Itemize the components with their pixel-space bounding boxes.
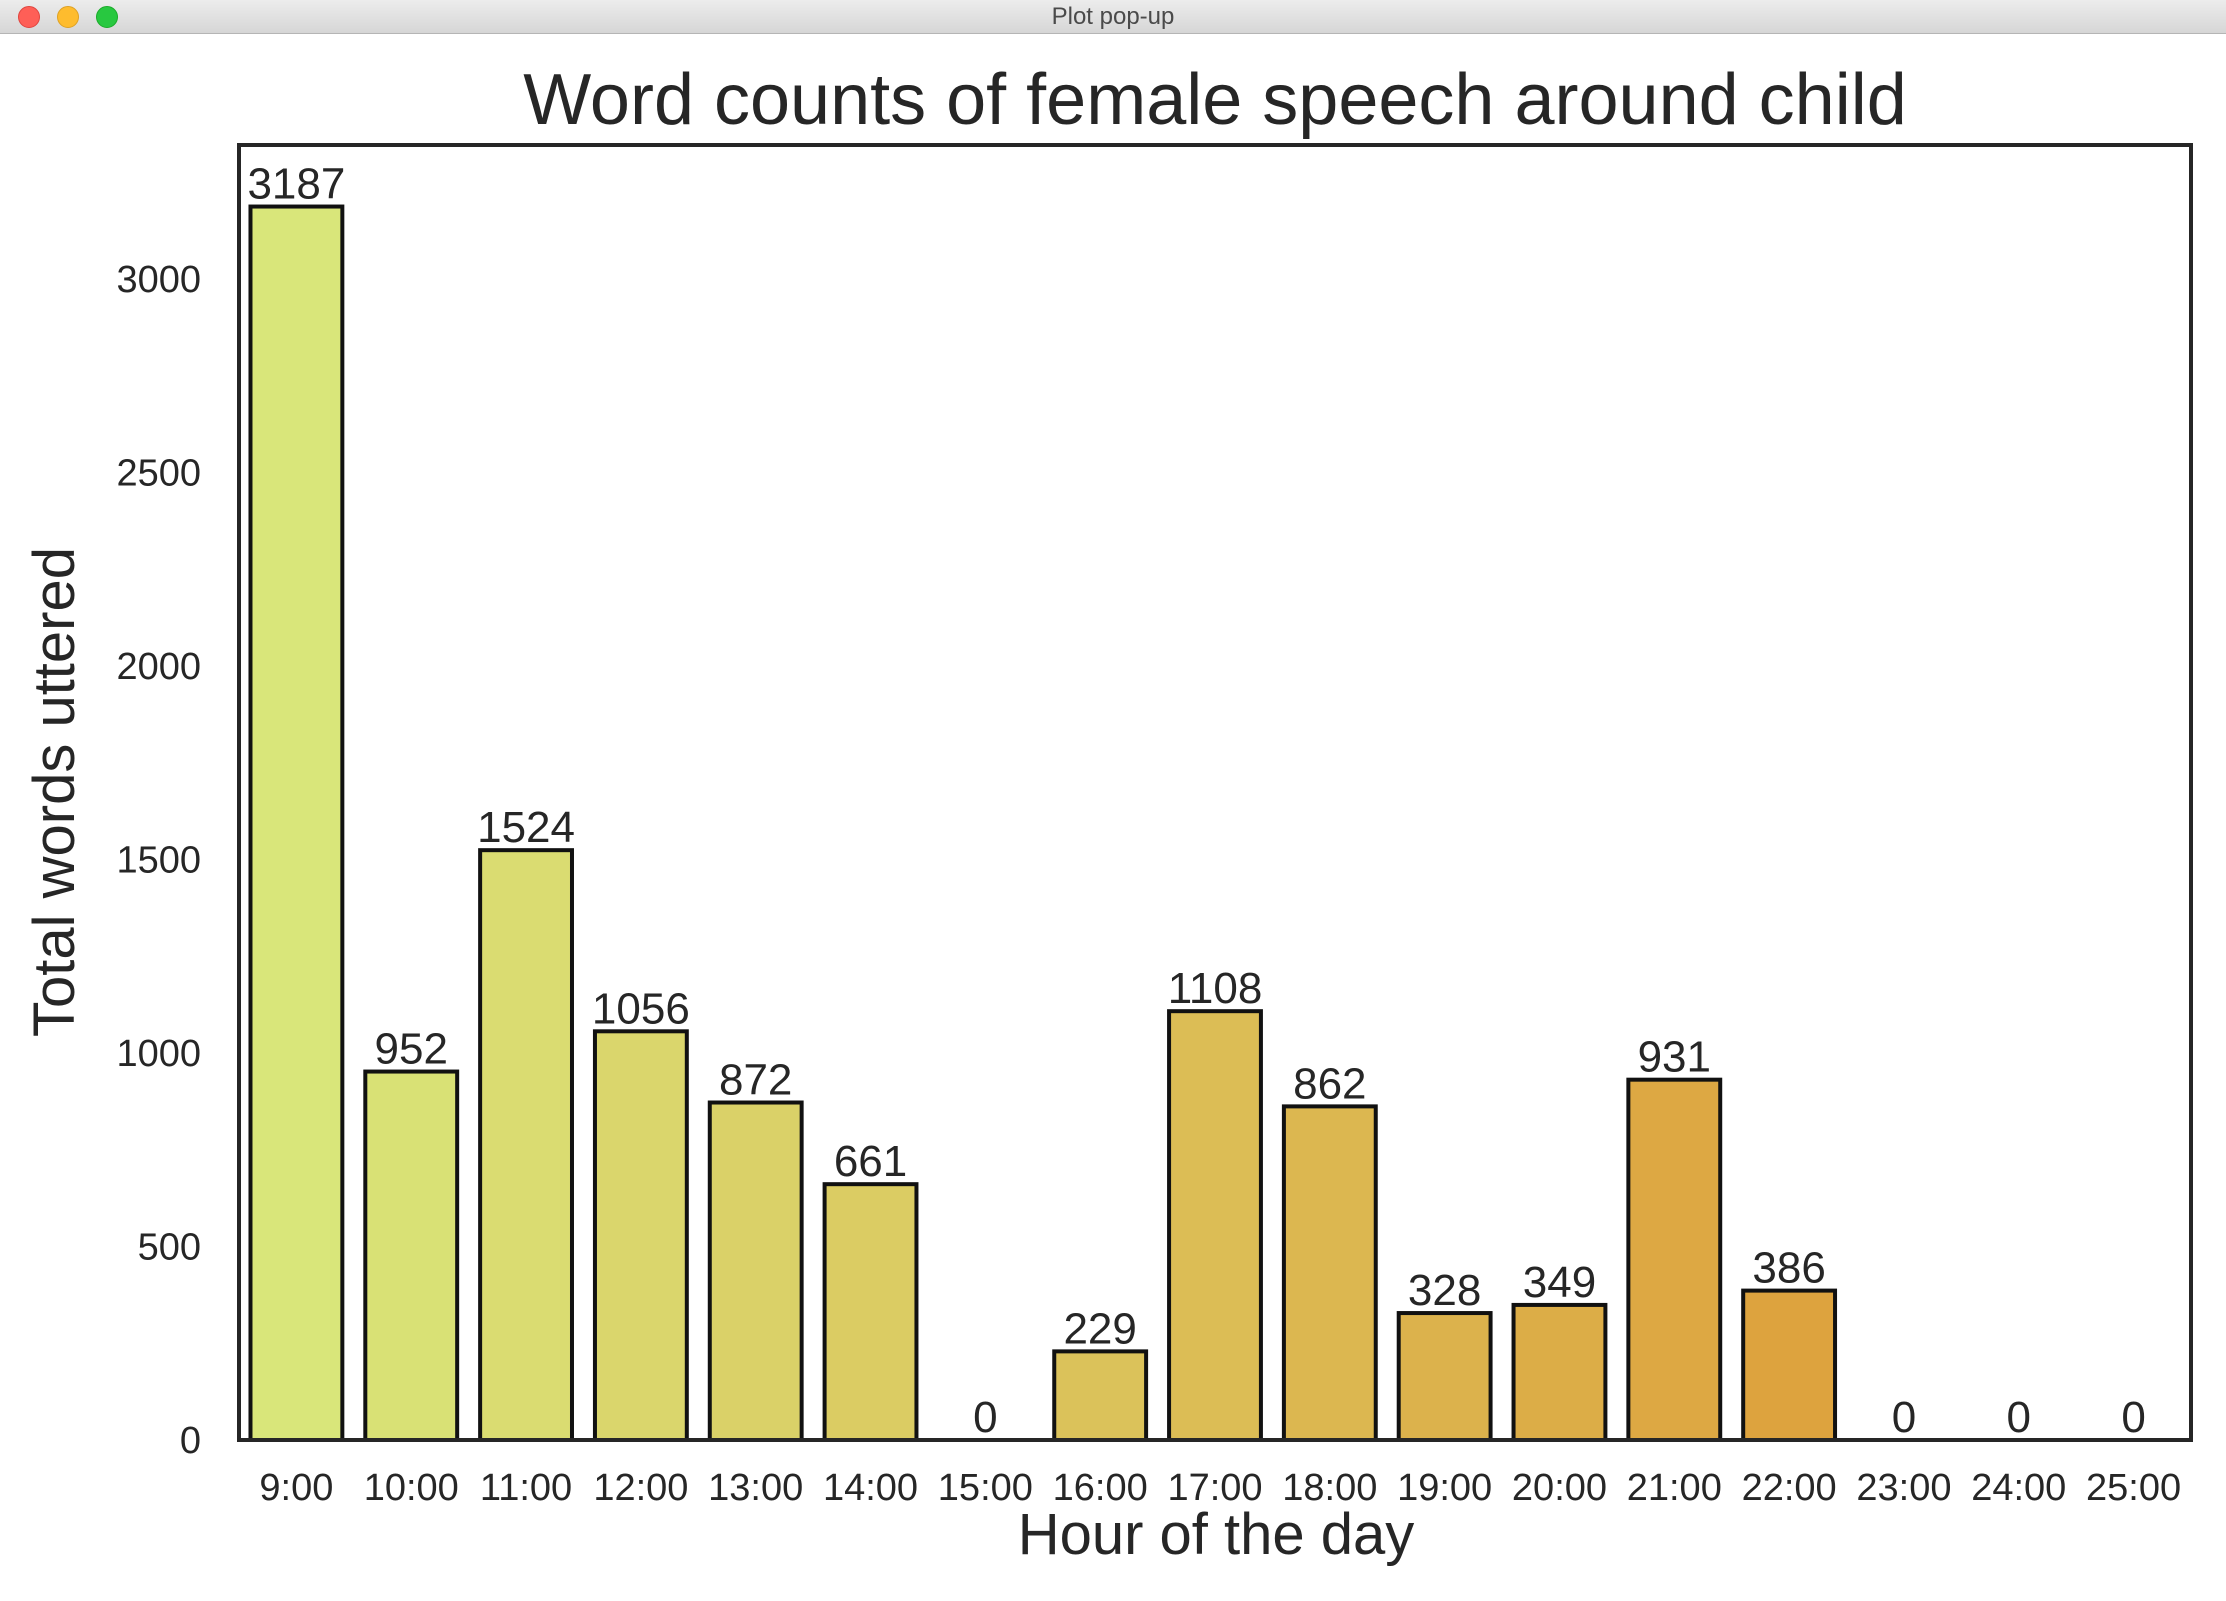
data-labels-group: 3187 952 1524 1056 872 661 0 229 1108 862 328 349 93… (247, 160, 2145, 1442)
bar-20:00 (1511, 1302, 1608, 1442)
x-tick-label: 16:00 (1053, 1467, 1148, 1509)
bar-value-label: 1108 (1168, 964, 1263, 1013)
x-tick-label: 24:00 (1971, 1467, 2066, 1509)
bar-22:00 (1741, 1288, 1838, 1442)
bar-value-label: 661 (834, 1137, 907, 1186)
bar-21:00 (1626, 1077, 1723, 1443)
x-axis-label: Hour of the day (1018, 1502, 1415, 1567)
y-tick-label: 1500 (116, 839, 201, 881)
x-axis-ticks: 9:00 10:00 11:00 12:00 13:00 14:00 15:00 16:00 1… (259, 1467, 2181, 1509)
bar-value-label: 0 (1892, 1393, 1916, 1442)
chart-title: Word counts of female speech around chil… (523, 60, 1906, 140)
y-tick-label: 0 (180, 1420, 201, 1462)
bar-value-label: 0 (973, 1393, 997, 1442)
bar-value-label: 1524 (477, 803, 575, 852)
x-tick-label: 25:00 (2086, 1467, 2181, 1509)
x-tick-label: 23:00 (1856, 1467, 1951, 1509)
x-tick-label: 9:00 (259, 1467, 333, 1509)
bar-value-label: 862 (1293, 1059, 1366, 1108)
y-tick-label: 3000 (116, 259, 201, 301)
maximize-window-button[interactable] (96, 6, 118, 28)
y-tick-label: 2000 (116, 646, 201, 688)
x-tick-label: 18:00 (1282, 1467, 1377, 1509)
plot-canvas: Word counts of female speech around chil… (0, 34, 2226, 1596)
window-titlebar: Plot pop-up (0, 0, 2226, 34)
plot-frame (237, 143, 2193, 1442)
bar-value-label: 1056 (592, 984, 690, 1033)
bar-13:00 (707, 1100, 804, 1443)
y-tick-label: 1000 (116, 1033, 201, 1075)
bar-value-label: 0 (2121, 1393, 2145, 1442)
bar-19:00 (1396, 1311, 1493, 1443)
x-tick-label: 14:00 (823, 1467, 918, 1509)
x-tick-label: 13:00 (708, 1467, 803, 1509)
bar-value-label: 872 (719, 1056, 792, 1105)
bar-value-label: 386 (1752, 1244, 1825, 1293)
x-tick-label: 11:00 (480, 1467, 572, 1509)
bars-group (248, 204, 1838, 1443)
bar-18:00 (1281, 1104, 1378, 1442)
bar-11:00 (478, 848, 574, 1442)
bar-9:00 (248, 204, 345, 1443)
y-tick-label: 2500 (116, 452, 201, 494)
bar-value-label: 952 (375, 1025, 448, 1074)
bar-value-label: 328 (1408, 1266, 1481, 1315)
y-axis-ticks: 0 500 1000 1500 2000 2500 3000 (116, 259, 201, 1462)
bar-chart: Word counts of female speech around chil… (22, 60, 2193, 1567)
y-axis-label: Total words uttered (22, 547, 87, 1037)
x-tick-label: 10:00 (364, 1467, 459, 1509)
window-title: Plot pop-up (1051, 3, 1175, 30)
bar-value-label: 0 (2007, 1393, 2031, 1442)
x-tick-label: 20:00 (1512, 1467, 1607, 1509)
bar-value-label: 3187 (247, 160, 345, 209)
x-tick-label: 12:00 (593, 1467, 688, 1509)
x-tick-label: 22:00 (1742, 1467, 1837, 1509)
bar-10:00 (363, 1069, 460, 1442)
x-tick-label: 19:00 (1397, 1467, 1492, 1509)
x-tick-label: 21:00 (1627, 1467, 1722, 1509)
bar-value-label: 229 (1063, 1304, 1136, 1353)
bar-12:00 (592, 1029, 689, 1442)
bar-value-label: 931 (1638, 1033, 1711, 1082)
bar-17:00 (1167, 1009, 1263, 1443)
minimize-window-button[interactable] (57, 6, 79, 28)
bar-value-label: 349 (1523, 1258, 1596, 1307)
x-tick-label: 17:00 (1167, 1467, 1262, 1509)
x-tick-label: 15:00 (938, 1467, 1033, 1509)
y-tick-label: 500 (138, 1226, 201, 1268)
bar-14:00 (822, 1182, 919, 1442)
close-window-button[interactable] (18, 6, 40, 28)
bar-16:00 (1052, 1349, 1149, 1442)
